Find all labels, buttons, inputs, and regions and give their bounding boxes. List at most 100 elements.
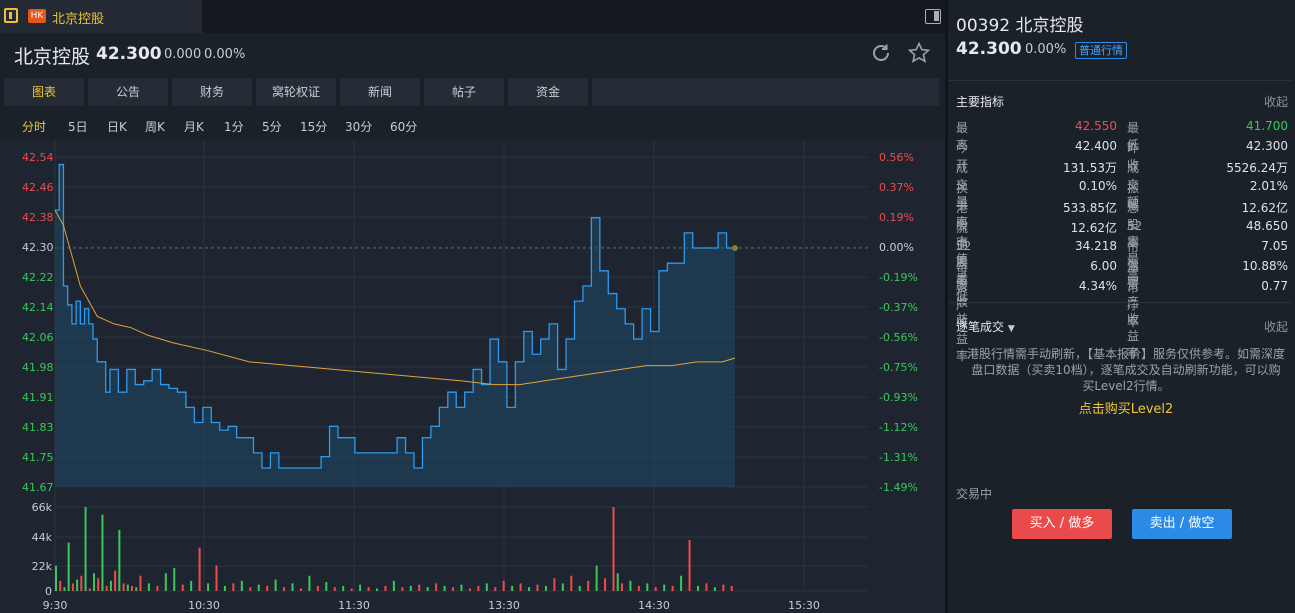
volume-bar	[109, 580, 112, 591]
panel-toggle-icon[interactable]	[4, 8, 18, 23]
pct-tick-label: 0.37%	[879, 181, 914, 194]
metric-label: 流通股本	[956, 221, 969, 286]
metric-value: 42.400	[1075, 139, 1117, 153]
volume-bar	[553, 578, 556, 591]
pct-tick-label: -0.75%	[879, 361, 918, 374]
volume-bar	[350, 588, 353, 591]
price-tick-label: 42.30	[22, 241, 54, 254]
metric-value: 131.53万	[1063, 161, 1117, 175]
volume-bar	[409, 585, 412, 591]
trades-collapse-button[interactable]: 收起	[1264, 320, 1289, 334]
volume-bar	[55, 565, 57, 591]
volume-bar	[460, 584, 463, 591]
nav-tabs: 图表 公告 财务 窝轮权证 新闻 帖子 资金	[4, 78, 939, 106]
tab-warrants[interactable]: 窝轮权证	[256, 78, 336, 106]
pct-tick-label: -0.19%	[879, 271, 918, 284]
stock-change: 0.000	[164, 47, 202, 62]
sidebar-collapse-icon[interactable]	[925, 9, 941, 24]
price-tick-label: 41.75	[22, 451, 54, 464]
sell-button[interactable]: 卖出 / 做空	[1132, 509, 1232, 539]
metric-label: 52周最低	[956, 239, 972, 303]
time-tick-label: 15:30	[788, 599, 820, 612]
time-tick-label: 11:30	[338, 599, 370, 612]
volume-bar	[578, 585, 581, 591]
tab-posts[interactable]: 帖子	[424, 78, 504, 106]
volume-bar	[164, 573, 167, 591]
period-1min[interactable]: 1分	[224, 120, 244, 134]
tab-bar-filler	[592, 78, 939, 106]
tab-financials[interactable]: 财务	[172, 78, 252, 106]
pct-tick-label: 0.19%	[879, 211, 914, 224]
volume-bar	[570, 575, 573, 591]
volume-bar	[401, 587, 404, 591]
metric-label: 总股本	[1127, 201, 1140, 249]
time-tick-label: 13:30	[488, 599, 520, 612]
volume-bar	[274, 579, 277, 591]
pct-tick-label: -0.93%	[879, 391, 918, 404]
volume-tick-label: 0	[45, 585, 52, 598]
rp-stock-code: 00392 北京控股	[956, 16, 1084, 36]
panel-splitter[interactable]	[945, 0, 948, 613]
volume-bar	[426, 587, 429, 591]
level2-notice: 港股行情需手动刷新，【基本报价】服务仅供参考。如需深度盘口数据（买卖10档），逐…	[966, 347, 1285, 393]
period-60min[interactable]: 60分	[390, 120, 418, 134]
volume-bar	[620, 583, 623, 591]
volume-bar	[671, 585, 674, 591]
volume-bar	[494, 587, 497, 591]
metric-value: 42.550	[1075, 119, 1117, 133]
period-15min[interactable]: 15分	[300, 120, 328, 134]
volume-bar	[198, 547, 201, 591]
tab-funds[interactable]: 资金	[508, 78, 588, 106]
metric-label: 成交额	[1127, 161, 1140, 209]
favorite-star-icon[interactable]	[907, 41, 931, 65]
trades-title[interactable]: 逐笔成交 ▼	[956, 318, 1015, 335]
metric-value: 48.650	[1246, 219, 1288, 233]
period-intraday[interactable]: 分时	[22, 120, 47, 134]
stock-tab[interactable]: HK 北京控股	[0, 0, 202, 33]
trading-status: 交易中	[956, 487, 993, 501]
metric-value: 5526.24万	[1226, 161, 1288, 175]
tab-chart[interactable]: 图表	[4, 78, 84, 106]
price-tick-label: 41.83	[22, 421, 54, 434]
buy-level2-link[interactable]: 点击购买Level2	[1078, 402, 1174, 417]
metric-value: 4.34%	[1078, 279, 1117, 293]
price-tick-label: 41.67	[22, 481, 54, 494]
volume-bar	[604, 578, 607, 591]
volume-bar	[67, 542, 70, 591]
stock-name: 北京控股	[14, 46, 91, 68]
volume-bar	[528, 587, 531, 591]
refresh-icon[interactable]	[870, 42, 892, 64]
stock-change-pct: 0.00%	[204, 47, 246, 62]
period-monthly-k[interactable]: 月K	[184, 120, 204, 134]
pct-tick-label: 0.00%	[879, 241, 914, 254]
metrics-collapse-button[interactable]: 收起	[1264, 95, 1289, 109]
intraday-chart[interactable]: 42.54 42.46 42.38 42.30 42.22 42.14 42.06 41.98…	[0, 140, 945, 613]
metric-label: 成交量	[956, 161, 969, 209]
volume-bar	[629, 580, 632, 591]
volume-bar	[63, 587, 66, 591]
volume-bar	[80, 575, 83, 591]
tab-announcements[interactable]: 公告	[88, 78, 168, 106]
metric-label: 昨收	[1127, 141, 1140, 172]
metrics-title: 主要指标	[956, 95, 1005, 109]
tab-news[interactable]: 新闻	[340, 78, 420, 106]
buy-button[interactable]: 买入 / 做多	[1012, 509, 1112, 539]
trades-title-label: 逐笔成交	[956, 320, 1005, 334]
volume-bar	[375, 588, 378, 591]
period-5day[interactable]: 5日	[68, 120, 88, 134]
volume-bar	[477, 585, 480, 591]
period-daily-k[interactable]: 日K	[107, 120, 127, 134]
volume-bar	[59, 580, 62, 591]
period-30min[interactable]: 30分	[345, 120, 373, 134]
last-price-dot	[732, 245, 738, 252]
period-weekly-k[interactable]: 周K	[145, 120, 165, 134]
metric-value: 0.77	[1261, 279, 1288, 293]
volume-bar	[97, 578, 100, 591]
metric-label: 每股收益	[956, 261, 969, 326]
quote-level-badge[interactable]: 普通行情	[1075, 42, 1127, 59]
metric-value: 6.00	[1090, 259, 1117, 273]
metric-label: 市净率	[1127, 281, 1140, 329]
price-tick-label: 42.22	[22, 271, 54, 284]
volume-bar	[616, 573, 619, 591]
period-5min[interactable]: 5分	[262, 120, 282, 134]
